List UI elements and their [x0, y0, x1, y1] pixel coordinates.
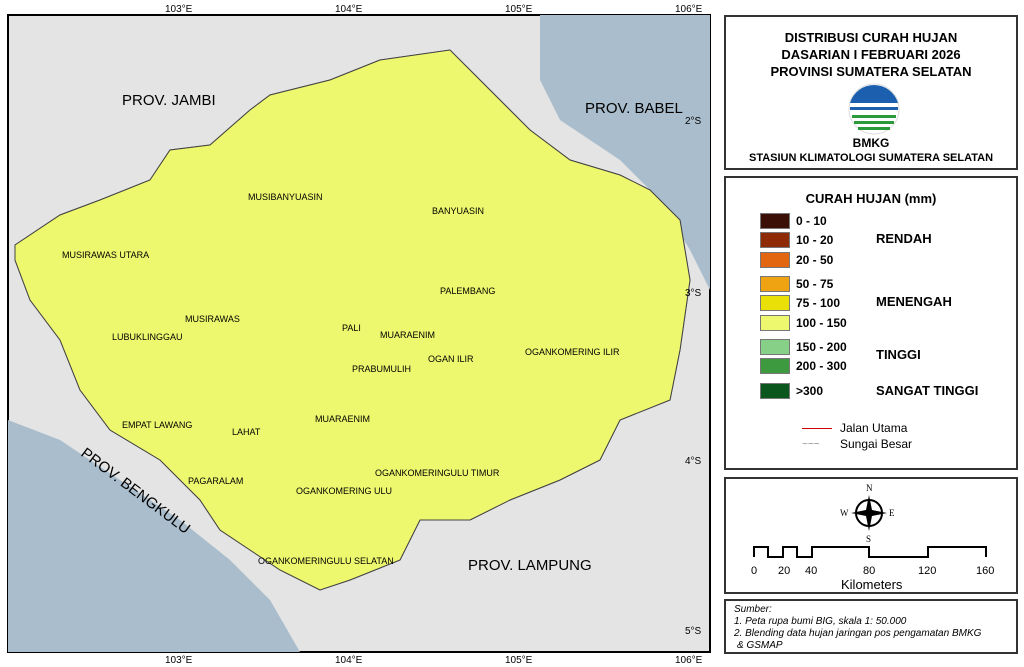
lon-label: 103°E [165, 655, 193, 666]
lat-label: 2°S [685, 116, 702, 127]
regency-label: LUBUKLINGGAU [112, 332, 183, 342]
regency-label: PRABUMULIH [352, 364, 411, 374]
scale-bar [753, 546, 987, 558]
map-title: DISTRIBUSI CURAH HUJAN DASARIAN I FEBRUA… [726, 29, 1016, 80]
legend-item: 50 - 75 [760, 276, 833, 292]
label-babel: PROV. BABEL [585, 100, 683, 117]
regency-label: MUARAENIM [315, 414, 370, 424]
rainfall-map: 103°E 104°E 105°E 106°E 103°E 104°E 105°… [7, 4, 711, 666]
label-lampung: PROV. LAMPUNG [468, 557, 592, 574]
compass-scale-box: N S W E 0 20 40 80 120 160 Kilometers [724, 477, 1018, 594]
province-area [14, 49, 691, 591]
legend-river: ~~~ Sungai Besar [802, 437, 913, 451]
bmkg-logo [848, 83, 900, 135]
svg-text:20: 20 [778, 565, 790, 577]
lon-label: 105°E [505, 4, 533, 15]
svg-text:160: 160 [976, 565, 994, 577]
regency-label: MUARAENIM [380, 330, 435, 340]
legend-road: Jalan Utama [802, 421, 907, 435]
legend-item: 0 - 10 [760, 213, 827, 229]
legend-item: 20 - 50 [760, 252, 833, 268]
legend-item: 75 - 100 [760, 295, 840, 311]
lat-label: 4°S [685, 456, 702, 467]
lon-label: 106°E [675, 4, 703, 15]
legend-box: CURAH HUJAN (mm) 0 - 10 10 - 20 20 - 50 … [724, 176, 1018, 470]
svg-text:120: 120 [918, 565, 936, 577]
regency-label: PAGARALAM [188, 476, 243, 486]
regency-label: MUSIBANYUASIN [248, 192, 323, 202]
svg-text:40: 40 [805, 565, 817, 577]
sea-west [8, 420, 300, 652]
svg-text:W: W [840, 508, 849, 518]
regency-label: MUSIRAWAS UTARA [62, 250, 149, 260]
regency-labels: MUSIBANYUASIN BANYUASIN MUSIRAWAS UTARA … [62, 192, 620, 566]
lon-label: 106°E [675, 655, 703, 666]
regency-label: EMPAT LAWANG [122, 420, 192, 430]
label-jambi: PROV. JAMBI [122, 92, 216, 109]
scale-ticks: 0 20 40 80 120 160 [751, 565, 994, 577]
legend-item: 10 - 20 [760, 232, 833, 248]
svg-text:0: 0 [751, 565, 757, 577]
svg-text:E: E [889, 508, 895, 518]
legend-item: 200 - 300 [760, 358, 847, 374]
svg-text:N: N [866, 483, 873, 493]
sea-east [540, 15, 710, 290]
legend-item: 150 - 200 [760, 339, 847, 355]
category-label: RENDAH [876, 231, 932, 246]
category-label: SANGAT TINGGI [876, 383, 979, 398]
legend-item: 100 - 150 [760, 315, 847, 331]
regency-label: OGANKOMERINGULU SELATAN [258, 556, 394, 566]
category-label: TINGGI [876, 347, 921, 362]
regency-label: LAHAT [232, 427, 261, 437]
lon-label: 105°E [505, 655, 533, 666]
compass-rose-icon: N S W E [840, 483, 895, 544]
lon-label: 103°E [165, 4, 193, 15]
regency-label: PALI [342, 323, 361, 333]
lon-label: 104°E [335, 4, 363, 15]
regency-label: MUSIRAWAS [185, 314, 240, 324]
graticule-labels: 103°E 104°E 105°E 106°E 103°E 104°E 105°… [165, 4, 703, 666]
category-label: MENENGAH [876, 294, 952, 309]
regency-label: OGANKOMERING ILIR [525, 347, 620, 357]
legend-title: CURAH HUJAN (mm) [805, 191, 937, 206]
source-box: Sumber: 1. Peta rupa bumi BIG, skala 1: … [724, 599, 1018, 654]
source-text: Sumber: 1. Peta rupa bumi BIG, skala 1: … [734, 604, 982, 651]
scale-unit: Kilometers [841, 577, 903, 592]
regency-label: OGANKOMERING ULU [296, 486, 392, 496]
title-line: PROVINSI SUMATERA SELATAN [770, 64, 972, 79]
regency-label: PALEMBANG [440, 286, 495, 296]
lon-label: 104°E [335, 655, 363, 666]
org-name: BMKG [852, 136, 890, 150]
lat-label: 5°S [685, 626, 702, 637]
title-box: DISTRIBUSI CURAH HUJAN DASARIAN I FEBRUA… [724, 15, 1018, 170]
svg-text:S: S [866, 534, 871, 544]
title-line: DISTRIBUSI CURAH HUJAN [784, 30, 958, 45]
regency-label: OGAN ILIR [428, 354, 474, 364]
regency-label: OGANKOMERINGULU TIMUR [375, 468, 500, 478]
legend-item: >300 [760, 383, 823, 399]
station-name: STASIUN KLIMATOLOGI SUMATERA SELATAN [748, 152, 994, 164]
regency-label: BANYUASIN [432, 206, 484, 216]
title-line: DASARIAN I FEBRUARI 2026 [781, 47, 961, 62]
svg-text:80: 80 [863, 565, 875, 577]
lat-label: 3°S [685, 288, 702, 299]
